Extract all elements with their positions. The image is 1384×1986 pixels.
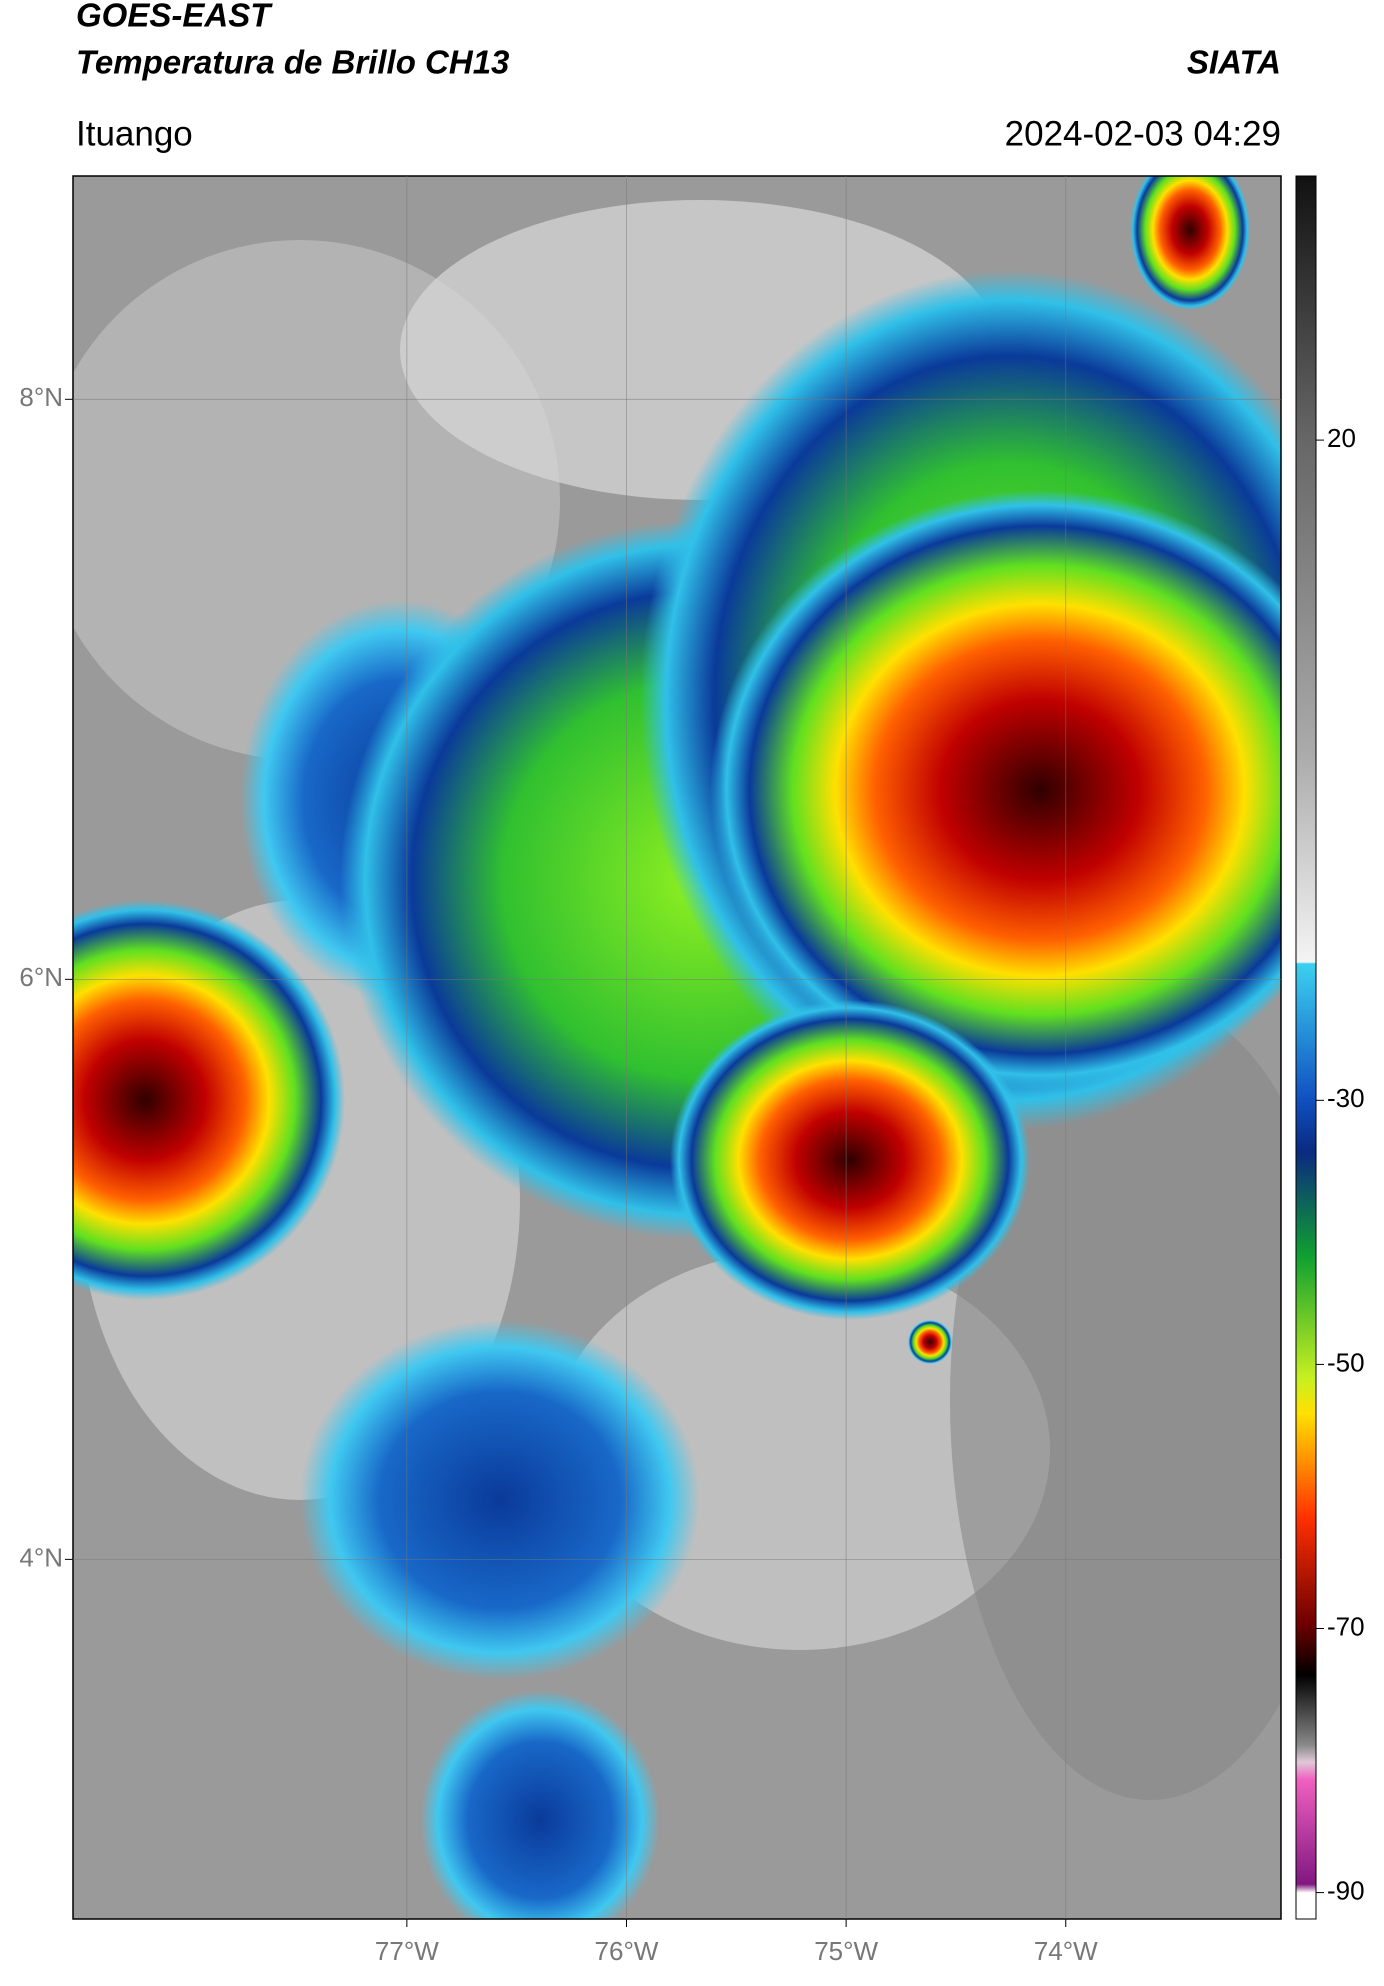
lat-tick-label: 6°N: [19, 962, 63, 992]
location: Ituango: [76, 114, 193, 153]
colorbar-tick-label: -30: [1327, 1083, 1365, 1113]
lon-tick-label: 77°W: [375, 1936, 439, 1966]
colorbar: [1295, 175, 1317, 1920]
lon-tick-label: 76°W: [595, 1936, 659, 1966]
lat-tick-label: 4°N: [19, 1542, 63, 1572]
satellite-image: [73, 176, 1281, 1919]
colorbar-tick-label: -70: [1327, 1611, 1365, 1641]
lon-tick-label: 75°W: [814, 1936, 878, 1966]
datetime: 2024-02-03 04:29: [1005, 114, 1281, 153]
colorbar-tick-label: -90: [1327, 1875, 1365, 1905]
lat-tick-label: 8°N: [19, 382, 63, 412]
colorbar-tick-label: 20: [1327, 423, 1356, 453]
lon-tick-label: 74°W: [1034, 1936, 1098, 1966]
map-frame: [72, 175, 1282, 1920]
title: Temperatura de Brillo CH13: [76, 44, 509, 81]
org: SIATA: [1187, 44, 1281, 81]
header-line1: GOES-EAST: [76, 0, 273, 34]
colorbar-tick-label: -50: [1327, 1347, 1365, 1377]
